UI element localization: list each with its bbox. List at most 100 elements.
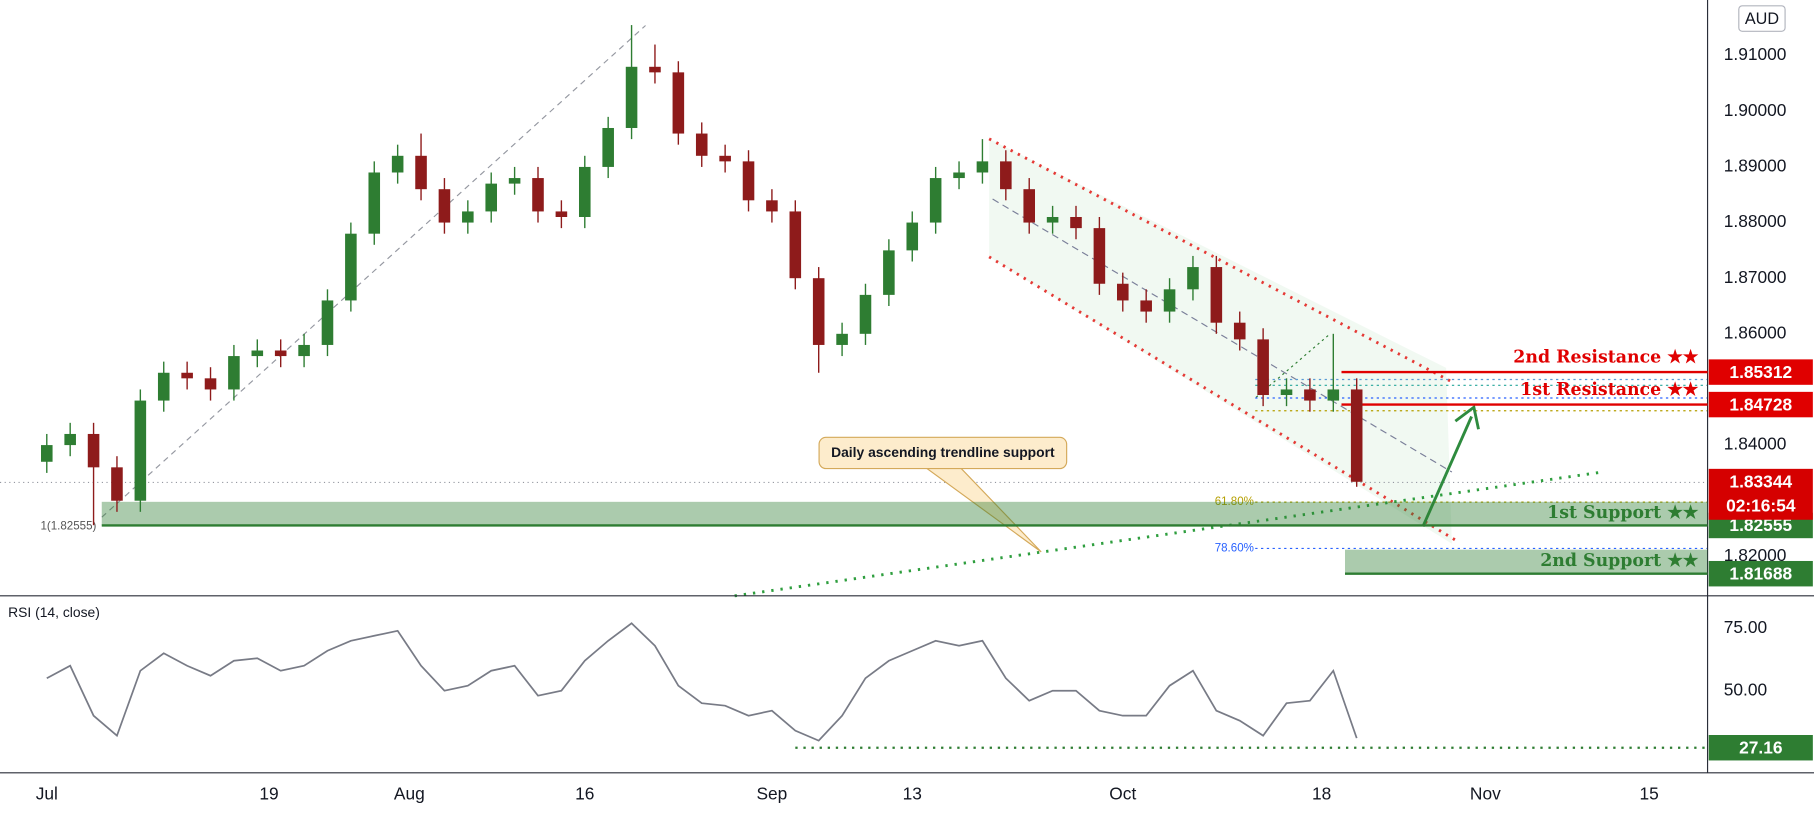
candle-body <box>274 350 287 357</box>
candle-body <box>649 66 661 73</box>
y-tick-label: 1.90000 <box>1724 100 1787 120</box>
candle-body <box>64 433 76 446</box>
level-name: 1st Support ★★ <box>1547 503 1699 523</box>
y-tick-label: 1.84000 <box>1724 434 1787 454</box>
candle-body <box>1210 267 1223 323</box>
x-tick-label: Nov <box>1470 783 1501 803</box>
candle-body <box>555 211 568 217</box>
candle-body <box>766 200 778 212</box>
callout-box <box>818 436 1068 470</box>
candle-body <box>368 172 381 234</box>
x-tick-label: Sep <box>756 783 787 803</box>
x-tick-label: Jul <box>36 783 58 803</box>
countdown: 02:16:54 <box>1726 496 1796 516</box>
candle-body <box>415 155 427 190</box>
level-name: 2nd Support ★★ <box>1540 551 1699 571</box>
candle-body <box>485 183 498 212</box>
candle-body <box>906 222 919 251</box>
candle-body <box>976 161 989 173</box>
y-tick-label: 1.86000 <box>1724 322 1787 342</box>
candle-body <box>1163 289 1176 312</box>
candle-body <box>204 378 217 390</box>
candle-body <box>953 172 965 179</box>
candle-body <box>438 189 451 223</box>
candle-body <box>228 356 240 390</box>
candle-body <box>508 178 521 184</box>
candle-body <box>251 350 264 357</box>
x-tick-label: 13 <box>903 783 922 803</box>
price-box-value: 1.84728 <box>1729 394 1792 414</box>
price-box-value: 1.85312 <box>1729 362 1792 382</box>
candle-body <box>812 278 825 345</box>
candle-body <box>1070 216 1082 229</box>
channel-upper <box>988 137 1453 384</box>
support-zone <box>1345 549 1708 574</box>
price-box-value: 1.82555 <box>1729 515 1792 535</box>
candle-body <box>111 467 123 501</box>
fib-label: 61.80% <box>1215 496 1254 508</box>
candle-body <box>578 166 591 217</box>
price-box-value: 1.81688 <box>1729 563 1792 583</box>
y-tick-label: 1.88000 <box>1724 211 1787 231</box>
candle-body <box>1140 300 1152 312</box>
candle-body <box>1023 189 1036 223</box>
candle-body <box>1116 283 1129 301</box>
candle-body <box>1280 389 1293 396</box>
candle-body <box>719 155 731 162</box>
rsi-title: RSI (14, close) <box>8 604 100 620</box>
last-price-box <box>1708 468 1813 520</box>
candle-body <box>298 344 310 357</box>
x-tick-label: 16 <box>575 783 594 803</box>
candle-body <box>1304 389 1316 401</box>
y-tick-label: 50.00 <box>1724 679 1767 699</box>
arrow-head <box>1454 404 1480 430</box>
y-tick-label: 1.89000 <box>1724 156 1787 176</box>
level-name: 1st Resistance ★★ <box>1520 380 1698 400</box>
fib-label: 78.60% <box>1215 542 1254 554</box>
candle-body <box>836 333 848 345</box>
rsi-line <box>46 622 1358 742</box>
fib-trend <box>101 25 646 518</box>
y-tick-label: 1.82000 <box>1724 545 1787 565</box>
currency-box <box>1738 5 1786 32</box>
candle-body <box>1327 389 1340 401</box>
callout-text: Daily ascending trendline support <box>831 444 1055 460</box>
level-name: 2nd Resistance ★★ <box>1513 348 1698 368</box>
x-tick-label: 19 <box>259 783 278 803</box>
x-tick-label: Oct <box>1109 783 1136 803</box>
candle-body <box>40 445 53 462</box>
price-box <box>1708 391 1813 418</box>
candle-body <box>87 433 100 468</box>
x-tick-label: Aug <box>394 783 425 803</box>
rsi-level-box <box>1708 735 1813 761</box>
candle-body <box>602 127 614 167</box>
candle-body <box>789 211 802 279</box>
y-tick-label: 1.87000 <box>1724 267 1787 287</box>
candle-body <box>1046 216 1059 223</box>
candle-body <box>157 372 170 401</box>
currency: AUD <box>1745 10 1779 28</box>
candle-body <box>321 300 334 345</box>
candle-body <box>1000 161 1012 190</box>
candle-body <box>462 211 474 223</box>
candle-body <box>1257 339 1269 396</box>
candle-body <box>1233 322 1246 340</box>
candle-body <box>1187 267 1199 290</box>
candle-body <box>929 178 942 223</box>
candle-body <box>672 72 685 134</box>
price-box <box>1708 359 1813 385</box>
fib-trend-small <box>1254 335 1329 399</box>
last-price: 1.83344 <box>1729 471 1792 491</box>
channel-lower <box>988 255 1459 543</box>
rsi-level-value: 27.16 <box>1739 737 1783 757</box>
x-tick-label: 18 <box>1312 783 1331 803</box>
candle-body <box>134 400 147 501</box>
candle-body <box>345 233 357 301</box>
candle-body <box>391 155 404 173</box>
x-tick-label: 15 <box>1639 783 1658 803</box>
candle-body <box>742 161 755 201</box>
candle-body <box>859 294 872 334</box>
